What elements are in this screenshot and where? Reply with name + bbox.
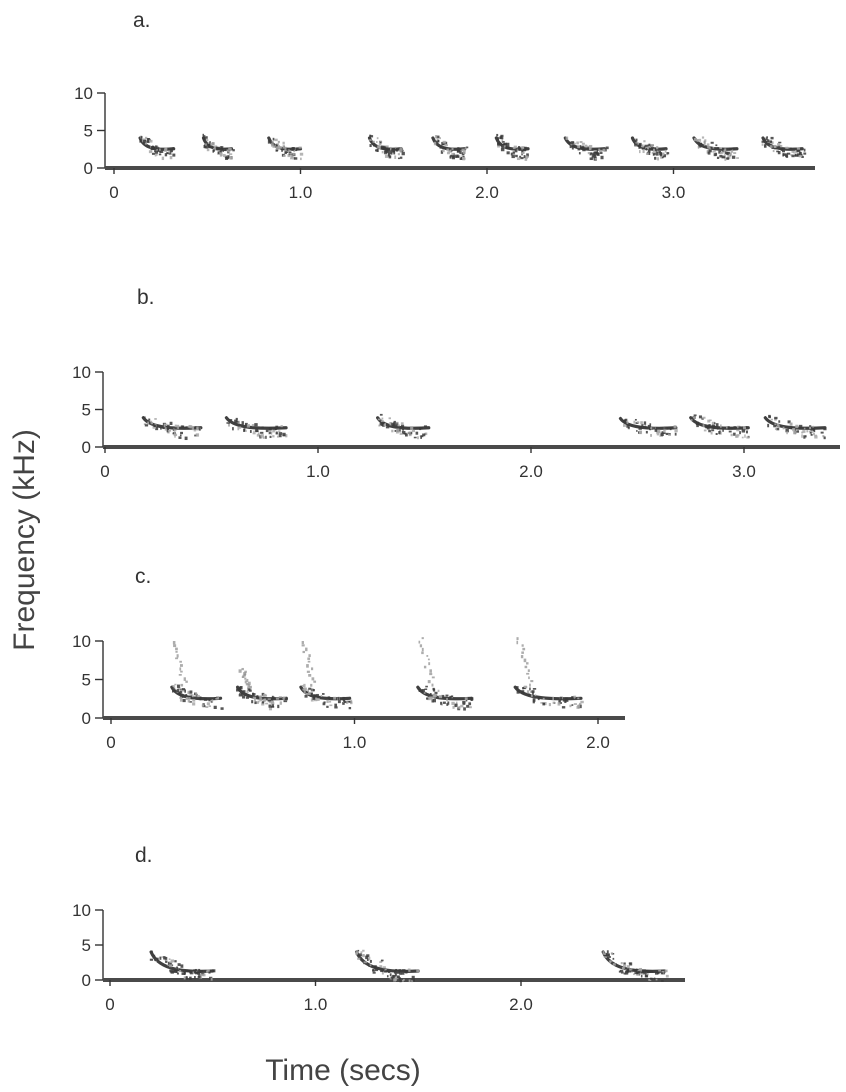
note-mark	[494, 133, 530, 161]
x-tick-label: 2.0	[519, 462, 543, 481]
note-mark	[601, 950, 669, 982]
note-mark	[355, 949, 420, 983]
y-tick-label: 10	[74, 84, 93, 103]
note-mark	[138, 135, 176, 161]
x-tick-label: 3.0	[732, 462, 756, 481]
y-tick-label: 5	[82, 671, 91, 690]
x-tick-label: 1.0	[343, 733, 367, 752]
note-mark	[201, 133, 235, 160]
panel-label: a.	[133, 9, 151, 32]
note-mark	[376, 413, 431, 440]
x-tick-label: 0	[109, 183, 118, 202]
note-mark	[141, 416, 203, 441]
note-mark	[431, 135, 469, 161]
y-tick-label: 0	[82, 438, 91, 457]
note-mark	[763, 414, 827, 440]
y-axis-title: Frequency (kHz)	[8, 429, 41, 651]
y-tick-label: 10	[72, 632, 91, 651]
baseline-band	[103, 716, 625, 720]
note-mark	[630, 136, 670, 161]
note-mark	[692, 136, 739, 161]
panel-label: d.	[135, 844, 153, 867]
x-tick-label: 0	[105, 995, 114, 1014]
panel-2: c. 0 5 10 0 1.0 2.0	[72, 565, 625, 752]
baseline-band	[103, 445, 840, 449]
x-tick-label: 1.0	[289, 183, 313, 202]
y-tick-label: 0	[84, 159, 93, 178]
note-mark	[236, 667, 288, 711]
note-mark	[563, 136, 609, 161]
panel-3: d. 0 5 10 0 1.0 2.0	[72, 844, 685, 1014]
panel-label: c.	[135, 565, 151, 588]
note-mark	[224, 416, 288, 439]
note-mark	[416, 637, 474, 711]
note-mark	[689, 414, 750, 439]
x-tick-label: 1.0	[304, 995, 328, 1014]
y-tick-label: 10	[72, 901, 91, 920]
y-tick-label: 10	[72, 363, 91, 382]
x-tick-label: 2.0	[586, 733, 610, 752]
x-axis-title: Time (secs)	[265, 1054, 421, 1087]
note-mark	[761, 136, 807, 158]
panels: a. 0 5 10 0 1.0 2.0 3.0 b. 0 5 10 0 1.0 2.0 3.0 c. 0 5 10 0 1…	[72, 9, 840, 1014]
note-mark	[513, 637, 584, 709]
x-tick-label: 0	[106, 733, 115, 752]
note-mark	[149, 950, 216, 981]
y-tick-label: 0	[82, 709, 91, 728]
y-tick-label: 5	[82, 936, 91, 955]
x-tick-label: 0	[100, 462, 109, 481]
x-tick-label: 2.0	[475, 183, 499, 202]
panel-label: b.	[137, 286, 155, 309]
y-tick-label: 0	[82, 971, 91, 990]
x-tick-label: 3.0	[662, 183, 686, 202]
note-mark	[267, 136, 304, 161]
baseline-band	[105, 166, 815, 170]
note-mark	[618, 416, 678, 437]
note-mark	[299, 641, 353, 710]
y-tick-label: 5	[84, 122, 93, 141]
x-tick-label: 1.0	[306, 462, 330, 481]
panel-0: a. 0 5 10 0 1.0 2.0 3.0	[74, 9, 815, 202]
note-mark	[367, 134, 405, 160]
x-tick-label: 2.0	[509, 995, 533, 1014]
y-tick-label: 5	[82, 401, 91, 420]
panel-1: b. 0 5 10 0 1.0 2.0 3.0	[72, 286, 840, 481]
note-mark	[170, 641, 224, 710]
